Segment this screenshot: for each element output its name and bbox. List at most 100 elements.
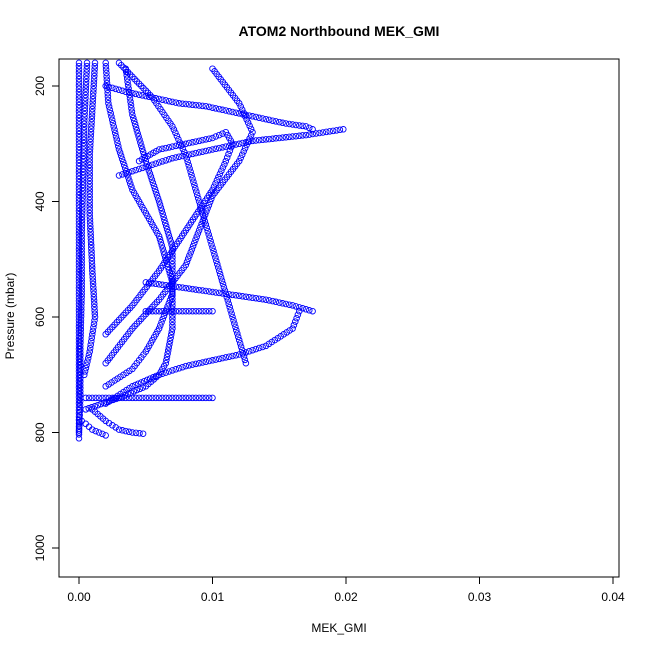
data-point (265, 116, 273, 124)
data-point (139, 92, 146, 99)
data-point (229, 108, 236, 116)
data-point (219, 164, 227, 171)
data-point (207, 237, 214, 245)
data-point (103, 79, 111, 87)
data-point (199, 136, 206, 144)
data-point (182, 284, 190, 292)
data-point (122, 88, 129, 96)
data-point (87, 238, 95, 246)
data-point (162, 97, 170, 104)
data-point (75, 88, 83, 96)
data-point (292, 132, 300, 140)
data-point (79, 200, 86, 208)
data-point (78, 236, 85, 243)
data-point (88, 245, 95, 252)
data-point (127, 101, 135, 109)
data-point (170, 126, 178, 133)
data-point (81, 98, 89, 105)
data-point (282, 134, 290, 141)
data-point (75, 72, 83, 80)
data-point (142, 394, 150, 402)
data-point (189, 101, 196, 109)
data-point (90, 86, 97, 93)
data-point (75, 98, 83, 106)
data-point (127, 180, 134, 187)
data-point (155, 159, 163, 166)
data-point (259, 343, 266, 351)
data-point (252, 294, 260, 302)
data-point (232, 292, 240, 299)
data-point (159, 245, 166, 252)
data-point (81, 371, 88, 379)
data-point (259, 136, 266, 144)
data-point (155, 371, 163, 379)
data-point (262, 296, 270, 303)
data-point (212, 133, 220, 140)
data-point (203, 224, 211, 232)
data-point (87, 135, 94, 143)
data-point (119, 158, 127, 166)
data-point (189, 307, 196, 315)
data-point (172, 129, 179, 137)
data-point (222, 143, 230, 150)
data-point (79, 171, 87, 179)
data-point (238, 151, 246, 158)
data-point (86, 171, 93, 178)
data-point (124, 81, 132, 89)
data-point (296, 307, 303, 315)
data-point (89, 274, 96, 281)
data-point (83, 59, 91, 67)
data-point (103, 69, 110, 77)
data-point (87, 125, 95, 133)
data-point (80, 143, 87, 150)
data-point (91, 310, 99, 317)
data-point (204, 205, 211, 212)
data-point (160, 213, 167, 221)
data-point (205, 231, 212, 238)
data-point (79, 178, 87, 185)
data-point (242, 111, 250, 119)
data-point (79, 187, 86, 195)
data-point (102, 417, 109, 425)
data-point (119, 394, 126, 402)
data-point (77, 358, 84, 366)
data-point (75, 95, 83, 102)
data-point (192, 286, 200, 293)
data-point (169, 322, 176, 329)
data-point (75, 429, 83, 436)
data-point (218, 277, 226, 284)
data-point (128, 108, 136, 115)
data-point (78, 220, 86, 227)
data-point (169, 312, 176, 319)
data-point (152, 307, 160, 315)
data-point (90, 320, 98, 328)
data-point (129, 394, 136, 402)
data-point (169, 98, 176, 106)
data-point (138, 142, 145, 149)
data-point (88, 261, 96, 268)
data-point (292, 121, 300, 129)
data-point (75, 85, 83, 93)
data-point (78, 297, 85, 304)
data-point (164, 347, 172, 354)
data-point (81, 104, 89, 112)
data-point (78, 264, 85, 272)
data-point (289, 302, 296, 309)
data-point (102, 59, 109, 67)
x-tick-label: 0.00 (67, 590, 91, 604)
data-point (88, 264, 96, 271)
data-point (242, 359, 250, 367)
data-point (103, 76, 111, 83)
data-point (166, 337, 174, 345)
data-point (154, 195, 162, 202)
data-point (175, 153, 183, 160)
data-point (106, 106, 114, 114)
data-point (91, 313, 99, 321)
data-point (85, 351, 93, 359)
data-point (88, 119, 95, 126)
data-point (282, 120, 290, 127)
data-point (108, 116, 116, 124)
data-point (80, 139, 88, 147)
data-point (209, 104, 216, 111)
data-point (152, 394, 160, 402)
